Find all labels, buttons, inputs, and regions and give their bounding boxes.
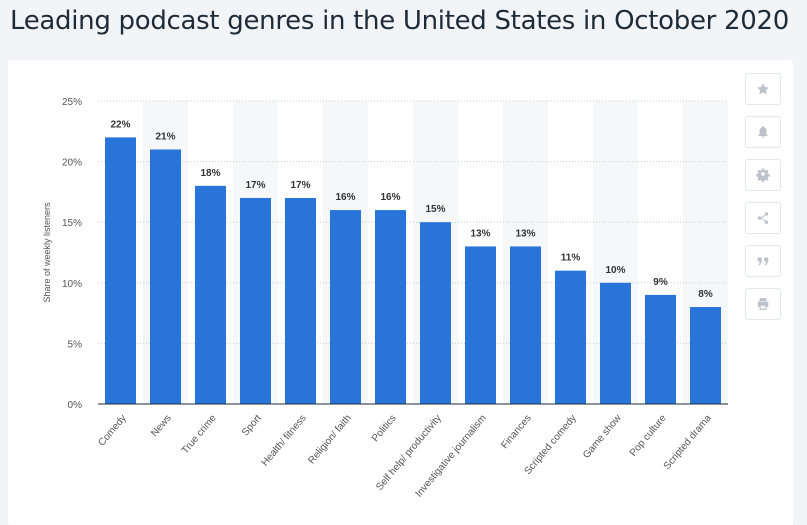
print-icon bbox=[757, 298, 769, 310]
cite-button[interactable] bbox=[745, 245, 781, 277]
bar bbox=[105, 137, 136, 405]
data-label: 17% bbox=[245, 180, 265, 191]
data-label: 11% bbox=[561, 253, 581, 264]
x-tick-label: Religion/ faith bbox=[306, 413, 353, 466]
y-tick-label: 15% bbox=[62, 218, 82, 229]
bar bbox=[645, 294, 676, 404]
x-tick-label: Pop culture bbox=[628, 413, 669, 459]
data-label: 21% bbox=[155, 131, 175, 142]
data-label: 17% bbox=[290, 180, 310, 191]
data-label: 18% bbox=[200, 168, 220, 179]
y-tick-label: 5% bbox=[68, 339, 83, 350]
x-tick-label: Finances bbox=[499, 413, 534, 451]
data-label: 10% bbox=[605, 265, 625, 276]
y-tick-label: 0% bbox=[68, 400, 83, 411]
data-label: 22% bbox=[110, 119, 130, 130]
data-label: 9% bbox=[653, 277, 668, 288]
share-icon bbox=[757, 212, 769, 224]
settings-button[interactable] bbox=[745, 159, 781, 191]
bar bbox=[420, 222, 451, 404]
bar bbox=[150, 149, 181, 404]
data-label: 13% bbox=[515, 228, 535, 239]
y-axis-title: Share of weekly listeners bbox=[42, 202, 52, 303]
x-tick-label: True crime bbox=[180, 413, 219, 457]
bar bbox=[285, 197, 316, 404]
star-icon bbox=[757, 83, 769, 95]
bar bbox=[690, 307, 721, 404]
share-button[interactable] bbox=[745, 202, 781, 234]
bar-chart: 0% 5% 10% 15% 20% 25% Share of weekly listener… bbox=[42, 97, 728, 500]
data-label: 8% bbox=[698, 289, 713, 300]
x-tick-label: News bbox=[149, 413, 174, 439]
bar bbox=[600, 282, 631, 404]
bar bbox=[375, 210, 406, 404]
print-button[interactable] bbox=[745, 288, 781, 320]
data-label: 16% bbox=[335, 192, 355, 203]
bar bbox=[240, 197, 271, 404]
x-tick-label: Scripted drama bbox=[662, 413, 714, 472]
bar bbox=[510, 246, 541, 404]
y-tick-label: 25% bbox=[62, 97, 82, 108]
bell-icon bbox=[758, 126, 768, 138]
y-tick-label: 10% bbox=[62, 279, 82, 290]
data-label: 16% bbox=[380, 192, 400, 203]
bar bbox=[555, 270, 586, 404]
chart-card: 0% 5% 10% 15% 20% 25% Share of weekly listener… bbox=[8, 60, 793, 525]
x-tick-label: Politics bbox=[370, 413, 399, 444]
bar bbox=[465, 246, 496, 404]
data-label: 15% bbox=[425, 204, 445, 215]
data-label: 13% bbox=[470, 228, 490, 239]
x-tick-label: Sport bbox=[240, 413, 264, 439]
chart-toolbar bbox=[745, 73, 781, 331]
notification-button[interactable] bbox=[745, 116, 781, 148]
x-tick-label: Game show bbox=[581, 412, 624, 461]
bar bbox=[330, 210, 361, 404]
favorite-button[interactable] bbox=[745, 73, 781, 105]
y-tick-label: 20% bbox=[62, 158, 82, 169]
gear-icon bbox=[756, 168, 770, 182]
bar bbox=[195, 185, 226, 404]
x-tick-label: Comedy bbox=[96, 413, 128, 449]
x-tick-label: Health/ fitness bbox=[260, 413, 309, 469]
page-title: Leading podcast genres in the United Sta… bbox=[10, 6, 789, 36]
quote-icon bbox=[757, 257, 769, 266]
